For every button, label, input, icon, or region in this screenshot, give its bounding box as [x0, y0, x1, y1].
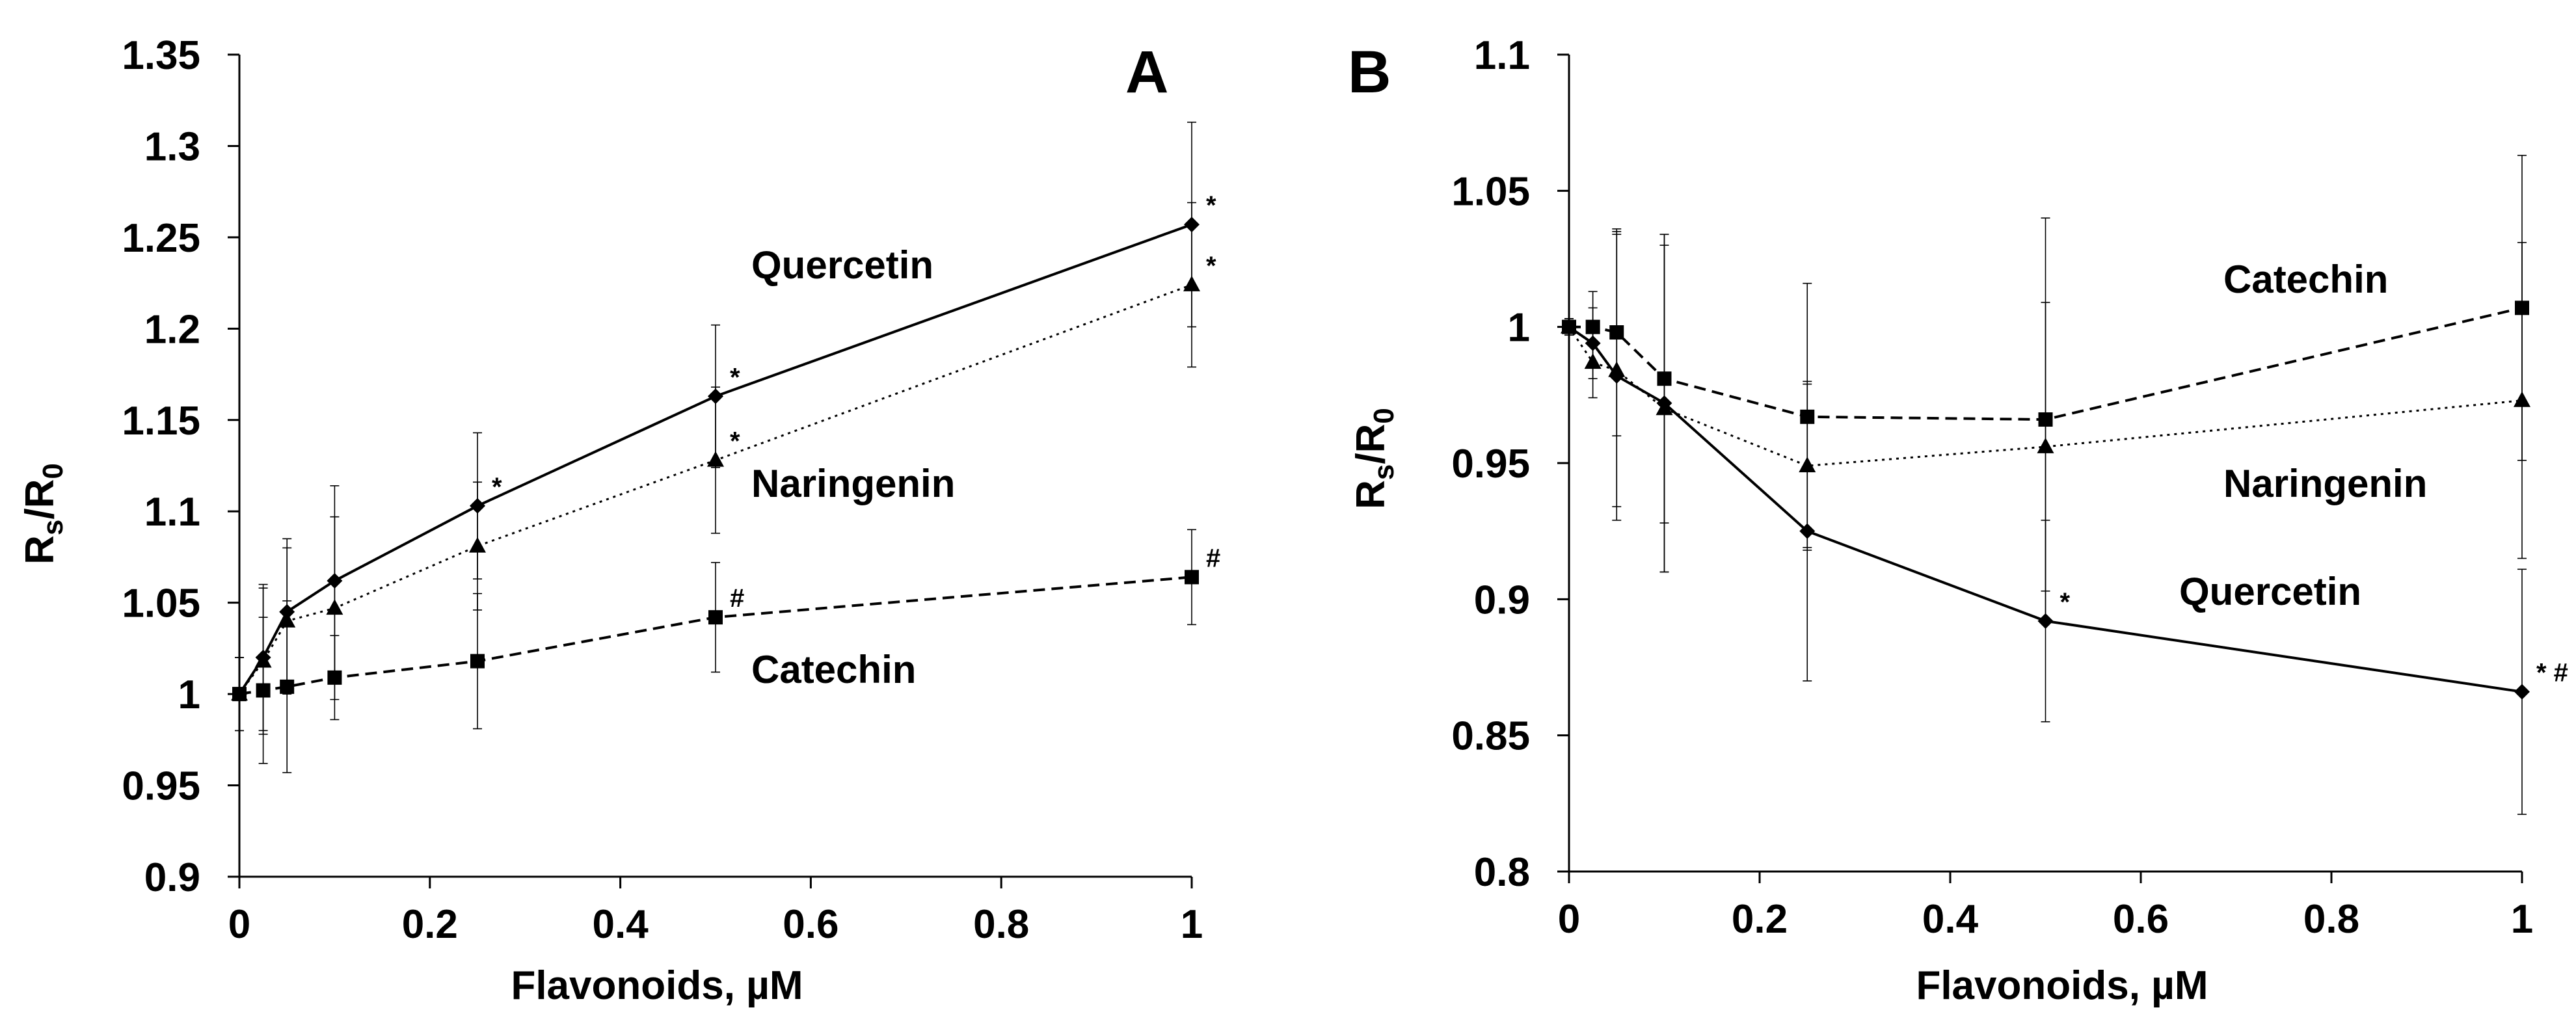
x-tick-label: 0.8 [2303, 897, 2359, 942]
catechin-significance-mark: # [730, 584, 744, 613]
y-tick-label: 0.95 [122, 764, 200, 809]
panel-b-y-title-slash: /R [1348, 424, 1393, 464]
y-tick-label: 1.3 [144, 124, 200, 169]
panel-b-label-naringenin: Naringenin [2223, 462, 2427, 505]
quercetin-significance-mark: * [2060, 588, 2071, 617]
y-tick-label: 1.05 [122, 581, 200, 626]
x-tick-label: 0.8 [973, 902, 1029, 947]
y-tick-label: 1.1 [1474, 33, 1530, 78]
x-tick-label: 0.4 [592, 902, 649, 947]
y-tick-label: 0.95 [1451, 442, 1530, 486]
panel-b-y-title-sub2: 0 [1368, 408, 1400, 423]
panel-a-y-title-sub2: 0 [37, 463, 69, 479]
series-catechin: ## [232, 529, 1220, 773]
panel-a-x-axis-title: Flavonoids, µM [511, 963, 803, 1008]
x-tick-label: 0.6 [2113, 897, 2169, 942]
x-tick-label: 0 [1558, 897, 1580, 942]
panel-b-y-axis: 0.8 0.85 0.9 0.95 1 1.05 1.1 [1451, 33, 1570, 895]
y-tick-label: 0.9 [1474, 578, 1530, 622]
y-tick-label: 0.9 [144, 855, 200, 900]
quercetin-point [1585, 335, 1601, 351]
panel-b-y-title-main: R [1348, 480, 1393, 509]
catechin-point [280, 679, 295, 694]
panel-a-label-naringenin: Naringenin [751, 462, 955, 505]
x-tick-label: 1 [2511, 897, 2533, 942]
y-tick-label: 1 [178, 672, 200, 717]
y-tick-label: 1.1 [144, 490, 200, 535]
panel-b-y-axis-title: Rs/R0 [1348, 408, 1400, 509]
panel-b-letter: B [1348, 39, 1391, 105]
y-tick-label: 1.2 [144, 307, 200, 352]
y-tick-label: 1 [1508, 306, 1530, 351]
quercetin-point [1656, 395, 1672, 411]
x-tick-label: 0.4 [1922, 897, 1979, 942]
catechin-point [1185, 570, 1199, 585]
catechin-point [232, 687, 247, 702]
panel-a-label-quercetin: Quercetin [751, 243, 933, 287]
panel-b-x-axis-title: Flavonoids, µM [1916, 963, 2208, 1008]
panel-a-x-axis: 0 0.2 0.4 0.6 0.8 1 [228, 875, 1203, 947]
y-tick-label: 1.25 [122, 216, 200, 261]
panel-b-plot-area: * * # [1561, 155, 2568, 815]
y-tick-label: 1.15 [122, 399, 200, 444]
panel-a-y-axis-title: Rs/R0 [18, 463, 69, 565]
quercetin-significance-mark: * [1206, 191, 1216, 220]
quercetin-significance-mark: * # [2536, 659, 2568, 687]
quercetin-significance-mark: * [730, 363, 740, 392]
naringenin-significance-mark: * [1206, 252, 1216, 280]
catechin-point [327, 670, 342, 685]
series-naringenin: ** [231, 202, 1216, 735]
naringenin-point [2514, 391, 2530, 407]
naringenin-point [326, 599, 343, 615]
naringenin-point [469, 537, 486, 553]
panel-a-y-title-slash: /R [18, 479, 62, 520]
x-tick-label: 1 [1181, 902, 1203, 947]
quercetin-point [2037, 613, 2054, 629]
x-tick-label: 0.2 [1732, 897, 1788, 942]
series-quercetin: * * # [1561, 231, 2568, 815]
quercetin-point [1609, 368, 1625, 384]
panel-a-plot-area: *****## [231, 122, 1220, 773]
naringenin-point [707, 451, 724, 467]
panel-a-y-title-sub1: s [37, 520, 69, 535]
y-tick-label: 1.05 [1451, 169, 1530, 214]
y-tick-label: 0.8 [1474, 850, 1530, 895]
y-tick-label: 0.85 [1451, 714, 1530, 759]
panel-b-x-axis: 0 0.2 0.4 0.6 0.8 1 [1558, 870, 2533, 942]
x-tick-label: 0.6 [783, 902, 839, 947]
panel-b-label-catechin: Catechin [2223, 258, 2388, 301]
quercetin-point [2514, 684, 2530, 700]
naringenin-point [2037, 437, 2054, 453]
panel-a-label-catechin: Catechin [751, 648, 916, 691]
catechin-point [470, 654, 485, 669]
panel-b-y-title-sub1: s [1368, 464, 1400, 480]
x-tick-label: 0 [228, 902, 250, 947]
panel-b-label-quercetin: Quercetin [2179, 570, 2361, 613]
series-quercetin: *** [232, 122, 1216, 732]
panel-a-y-title-main: R [18, 535, 62, 565]
x-tick-label: 0.2 [402, 902, 458, 947]
panel-a-y-axis: 0.9 0.95 1 1.05 1.1 1.15 1.2 1.25 1.3 1.35 [122, 33, 241, 900]
naringenin-significance-mark: * [730, 427, 740, 456]
quercetin-significance-mark: * [492, 473, 502, 501]
panel-a-letter: A [1125, 39, 1168, 105]
naringenin-point [1183, 275, 1200, 291]
panel-a-chart: A 0.9 0.95 1 1.05 1.1 1.15 1.2 1.25 1.3 1.35 0 0.2… [18, 33, 1220, 1008]
quercetin-point [1561, 319, 1577, 335]
catechin-point [708, 610, 723, 625]
catechin-significance-mark: # [1206, 544, 1220, 572]
y-tick-label: 1.35 [122, 33, 200, 78]
quercetin-point [1799, 523, 1816, 539]
catechin-point [256, 683, 271, 698]
